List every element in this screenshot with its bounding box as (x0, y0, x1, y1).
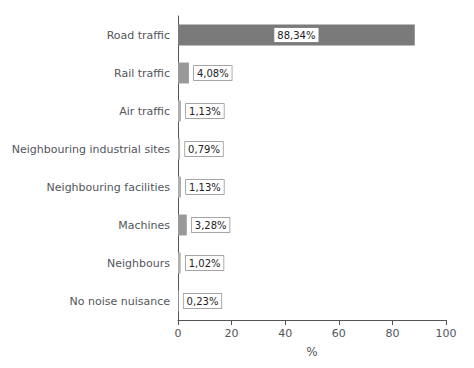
svg-text:0,79%: 0,79% (188, 144, 220, 155)
svg-text:40: 40 (278, 327, 292, 340)
svg-text:4,08%: 4,08% (197, 68, 229, 79)
svg-text:%: % (306, 345, 317, 359)
svg-text:1,13%: 1,13% (189, 106, 221, 117)
svg-text:Neighbours: Neighbours (107, 257, 170, 270)
svg-text:1,02%: 1,02% (189, 258, 221, 269)
svg-text:0,23%: 0,23% (187, 296, 219, 307)
svg-text:60: 60 (332, 327, 346, 340)
svg-text:3,28%: 3,28% (195, 220, 227, 231)
svg-text:0: 0 (175, 327, 182, 340)
svg-text:Air traffic: Air traffic (119, 105, 170, 118)
svg-text:100: 100 (436, 327, 457, 340)
svg-text:1,13%: 1,13% (189, 182, 221, 193)
svg-text:Road traffic: Road traffic (107, 29, 170, 42)
svg-text:20: 20 (225, 327, 239, 340)
svg-text:Rail traffic: Rail traffic (114, 67, 170, 80)
svg-text:88,34%: 88,34% (277, 30, 315, 41)
svg-text:Neighbouring facilities: Neighbouring facilities (47, 181, 171, 194)
svg-text:Machines: Machines (118, 219, 170, 232)
svg-text:No noise nuisance: No noise nuisance (70, 295, 171, 308)
svg-text:Neighbouring industrial sites: Neighbouring industrial sites (12, 143, 170, 156)
svg-text:80: 80 (385, 327, 399, 340)
